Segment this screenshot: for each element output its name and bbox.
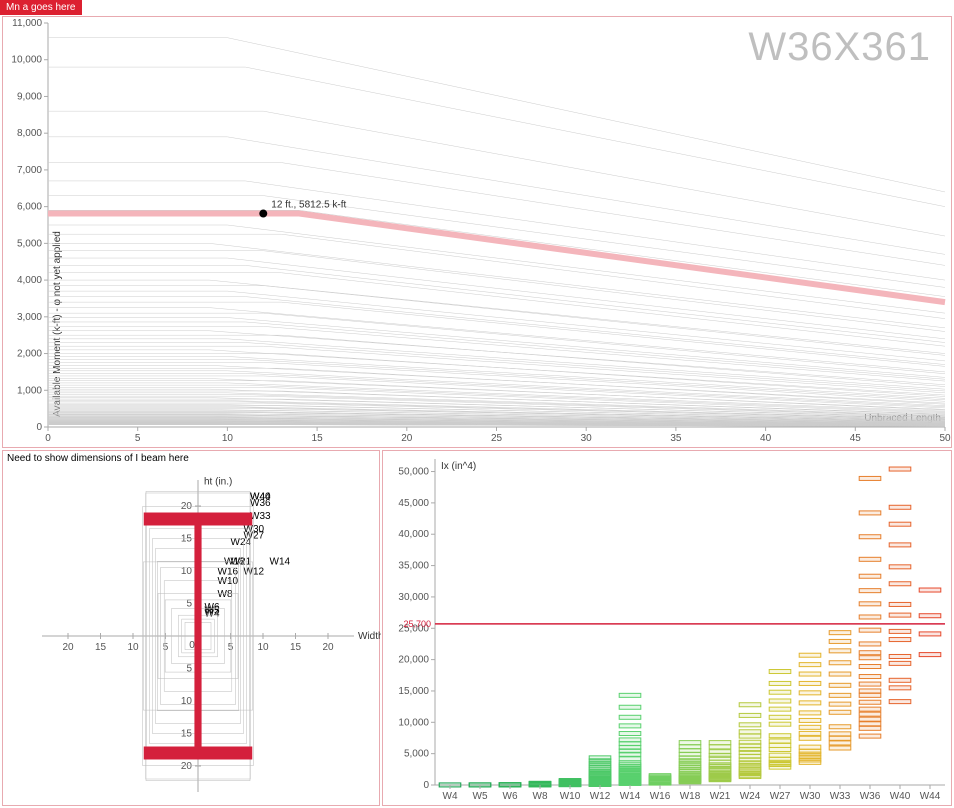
svg-text:25: 25: [491, 433, 503, 444]
svg-text:45,000: 45,000: [398, 498, 429, 509]
svg-text:5: 5: [135, 433, 141, 444]
svg-text:W10: W10: [560, 791, 581, 802]
ix-panel: 05,00010,00015,00020,00025,00030,00035,0…: [382, 450, 952, 806]
svg-text:5: 5: [186, 664, 192, 675]
svg-text:1,000: 1,000: [17, 385, 42, 396]
svg-text:35,000: 35,000: [398, 561, 429, 572]
svg-text:5,000: 5,000: [404, 749, 429, 760]
svg-text:10: 10: [127, 642, 139, 653]
banner: Mn a goes here: [0, 0, 82, 15]
svg-text:5: 5: [163, 642, 169, 653]
svg-text:15: 15: [95, 642, 107, 653]
svg-text:2,000: 2,000: [17, 349, 42, 360]
svg-text:20: 20: [401, 433, 413, 444]
svg-text:W44: W44: [920, 791, 941, 802]
svg-text:12 ft., 5812.5 k-ft: 12 ft., 5812.5 k-ft: [271, 200, 346, 211]
svg-text:W44: W44: [250, 492, 271, 503]
svg-text:40: 40: [760, 433, 772, 444]
ix-chart[interactable]: 05,00010,00015,00020,00025,00030,00035,0…: [383, 451, 953, 807]
svg-text:W21: W21: [231, 557, 252, 568]
svg-text:0: 0: [189, 640, 195, 651]
svg-text:W27: W27: [770, 791, 791, 802]
svg-text:Ix (in^4): Ix (in^4): [441, 461, 476, 472]
svg-text:W33: W33: [830, 791, 851, 802]
svg-text:0: 0: [45, 433, 51, 444]
shape-title: W36X361: [748, 25, 931, 70]
svg-text:10: 10: [181, 696, 193, 707]
svg-text:W21: W21: [710, 791, 731, 802]
svg-text:8,000: 8,000: [17, 128, 42, 139]
svg-text:20,000: 20,000: [398, 655, 429, 666]
svg-text:20: 20: [62, 642, 74, 653]
svg-text:W14: W14: [620, 791, 641, 802]
svg-text:Width (in.): Width (in.): [358, 631, 381, 642]
svg-text:0: 0: [36, 422, 42, 433]
svg-text:0: 0: [423, 780, 429, 791]
svg-text:W30: W30: [244, 524, 265, 535]
svg-text:W6: W6: [503, 791, 518, 802]
svg-text:10: 10: [222, 433, 234, 444]
svg-text:10: 10: [257, 642, 269, 653]
section-panel: Need to show dimensions of I beam here 0…: [2, 450, 380, 806]
svg-text:W40: W40: [890, 791, 911, 802]
svg-text:W18: W18: [680, 791, 701, 802]
svg-text:9,000: 9,000: [17, 91, 42, 102]
svg-text:W24: W24: [740, 791, 761, 802]
svg-text:15: 15: [181, 534, 193, 545]
svg-text:15: 15: [290, 642, 302, 653]
svg-text:35: 35: [670, 433, 682, 444]
svg-text:W10: W10: [218, 576, 239, 587]
svg-text:10,000: 10,000: [11, 55, 42, 66]
section-chart[interactable]: 05555101010101515151520202020Width (in.)…: [3, 451, 381, 807]
svg-text:25,700: 25,700: [403, 619, 431, 629]
svg-text:6,000: 6,000: [17, 202, 42, 213]
svg-text:W12: W12: [590, 791, 611, 802]
top-panel: W36X361 0 1,000 2,000 3,000 4,000 5,000 6,000 7…: [2, 16, 952, 448]
svg-text:45: 45: [850, 433, 862, 444]
svg-text:11,000: 11,000: [12, 18, 42, 29]
svg-text:W8: W8: [533, 791, 548, 802]
svg-text:10,000: 10,000: [398, 717, 429, 728]
svg-text:W14: W14: [270, 557, 291, 568]
svg-text:ht (in.): ht (in.): [204, 477, 232, 488]
svg-text:20: 20: [181, 761, 193, 772]
svg-text:7,000: 7,000: [17, 165, 42, 176]
svg-text:50,000: 50,000: [398, 467, 429, 478]
svg-text:30,000: 30,000: [398, 592, 429, 603]
svg-text:W5: W5: [473, 791, 488, 802]
svg-text:15: 15: [181, 729, 193, 740]
svg-text:W30: W30: [800, 791, 821, 802]
svg-text:15,000: 15,000: [398, 686, 429, 697]
svg-text:W36: W36: [860, 791, 881, 802]
svg-text:W33: W33: [250, 511, 271, 522]
svg-text:W8: W8: [218, 589, 233, 600]
svg-text:4,000: 4,000: [17, 275, 42, 286]
svg-text:40,000: 40,000: [398, 529, 429, 540]
svg-text:30: 30: [581, 433, 593, 444]
moment-chart[interactable]: 0 1,000 2,000 3,000 4,000 5,000 6,000 7,000 8,00…: [3, 17, 953, 449]
svg-text:W16: W16: [650, 791, 671, 802]
svg-text:15: 15: [312, 433, 324, 444]
svg-text:3,000: 3,000: [17, 312, 42, 323]
svg-text:20: 20: [322, 642, 334, 653]
svg-text:W4: W4: [443, 791, 458, 802]
svg-text:5,000: 5,000: [17, 238, 42, 249]
svg-text:W6: W6: [205, 602, 220, 613]
section-note: Need to show dimensions of I beam here: [7, 453, 189, 464]
svg-text:50: 50: [939, 433, 951, 444]
